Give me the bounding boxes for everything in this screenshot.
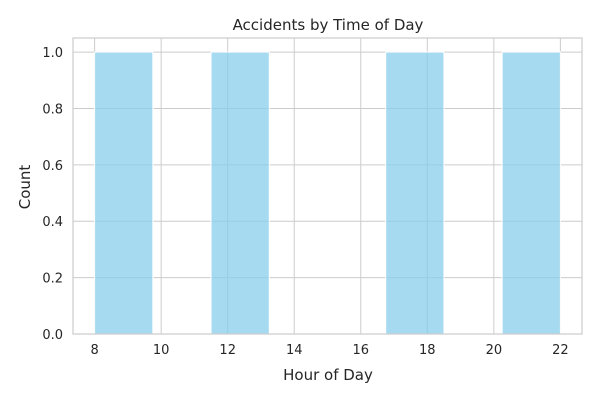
x-tick-label-2: 12	[219, 343, 236, 358]
x-tick-label-1: 10	[153, 343, 170, 358]
y-tick-label-1: 0.2	[42, 272, 63, 287]
y-tick-label-2: 0.4	[42, 215, 63, 230]
histogram-bar-0	[94, 51, 154, 335]
plot-frame	[72, 37, 583, 335]
y-tick-label-0: 0.0	[42, 328, 63, 343]
x-tick-label-4: 16	[352, 343, 369, 358]
chart-title: Accidents by Time of Day	[233, 16, 424, 34]
y-tick-label-4: 0.8	[42, 102, 63, 117]
x-tick-label-6: 20	[486, 343, 503, 358]
y-tick-label-5: 1.0	[42, 46, 63, 61]
x-tick-labels: 8 10 12 14 16 18 20 22	[90, 343, 568, 358]
bars-layer	[94, 51, 561, 335]
histogram-bar-5	[385, 51, 445, 335]
histogram-bar-7	[501, 51, 561, 335]
y-tick-label-3: 0.6	[42, 159, 63, 174]
x-tick-label-5: 18	[419, 343, 436, 358]
x-tick-label-3: 14	[286, 343, 303, 358]
x-tick-label-7: 22	[552, 343, 569, 358]
y-axis-label: Count	[16, 165, 34, 210]
histogram-bar-2	[210, 51, 270, 335]
x-axis-label: Hour of Day	[283, 366, 373, 384]
x-tick-label-0: 8	[90, 343, 98, 358]
y-tick-labels: 0.0 0.2 0.4 0.6 0.8 1.0	[42, 46, 63, 343]
